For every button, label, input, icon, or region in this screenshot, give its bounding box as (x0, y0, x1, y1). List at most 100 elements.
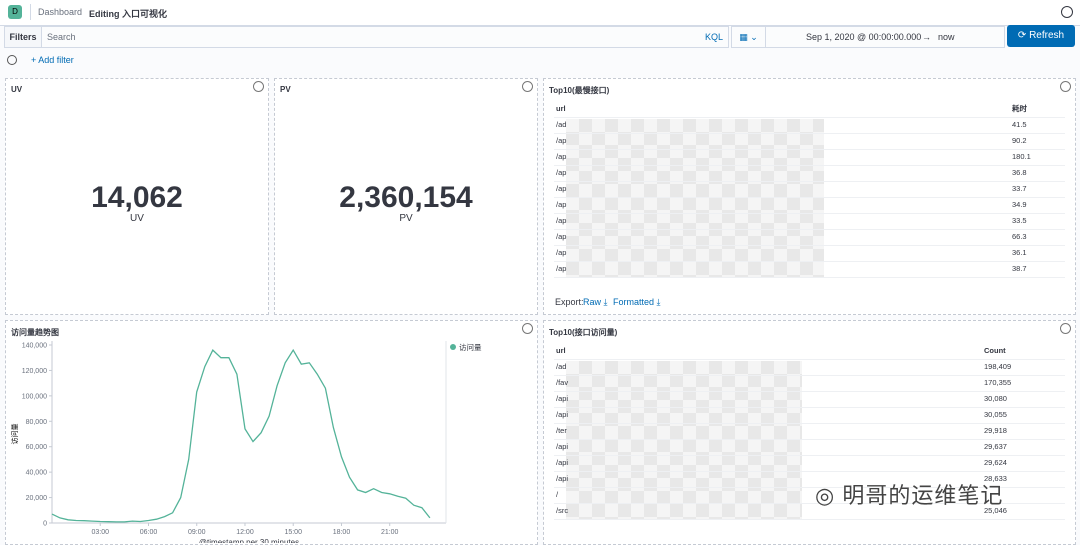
filters-label: Filters (5, 27, 42, 47)
panel-title: 访问量趋势图 (11, 328, 59, 337)
table-row: /ap 33.5 (554, 213, 1065, 230)
x-tick-label: 12:00 (236, 529, 254, 536)
raw-label: Raw (583, 297, 602, 307)
table-row: /api 28,633 (554, 471, 1065, 488)
url-cell: /ap (556, 152, 567, 161)
panel-title: Top10(最慢接口) (549, 86, 610, 95)
value-cell: 33.7 (1012, 184, 1027, 193)
x-tick-label: 21:00 (381, 529, 399, 536)
space-logo[interactable]: D (8, 5, 22, 19)
y-tick-label: 120,000 (22, 368, 47, 375)
export-label: Export: (555, 297, 584, 307)
legend-label: 访问量 (459, 342, 482, 352)
table-row: /ap 33.7 (554, 181, 1065, 198)
url-cell: /ap (556, 232, 567, 241)
url-cell: /ad (556, 362, 567, 371)
header: D Dashboard Editing 入口可视化 (0, 0, 1080, 26)
y-tick-label: 0 (43, 521, 47, 528)
breadcrumb-title: Editing 入口可视化 (89, 9, 167, 19)
panel-menu[interactable] (522, 323, 533, 334)
url-cell: /ap (556, 168, 567, 177)
table-row: /src 25,046 (554, 503, 1065, 520)
value-cell: 25,046 (984, 506, 1007, 515)
value-cell: 30,080 (984, 394, 1007, 403)
filter-settings[interactable] (7, 55, 17, 65)
query-bar[interactable]: Filters Search KQL (4, 26, 729, 48)
panel-menu[interactable] (1060, 323, 1071, 334)
count-table-panel: Top10(接口访问量) url Count/ad 198,409/fav 170,3… (543, 320, 1076, 545)
column-header[interactable]: 耗时 (1012, 104, 1027, 113)
value-cell: 170,355 (984, 378, 1012, 387)
watermark-text: 明哥的运维笔记 (842, 483, 1004, 508)
export-formatted[interactable]: Formatted ⤓ (613, 297, 661, 307)
url-cell: /api (556, 474, 569, 483)
value-cell: 34.9 (1012, 200, 1027, 209)
date-end[interactable]: now (938, 32, 955, 42)
y-tick-label: 20,000 (26, 495, 48, 502)
kql-toggle[interactable]: KQL (705, 32, 724, 42)
y-tick-label: 80,000 (26, 419, 48, 426)
help-icon[interactable] (1061, 6, 1073, 18)
x-tick-label: 03:00 (91, 529, 109, 536)
panel-menu[interactable] (1060, 81, 1071, 92)
url-cell: /ap (556, 264, 567, 273)
column-header[interactable]: Count (984, 346, 1006, 355)
url-cell: /ter (556, 426, 567, 435)
table-row: /fav 170,355 (554, 375, 1065, 392)
table-row: /ap 66.3 (554, 229, 1065, 246)
pv-panel: PV 2,360,154 PV (274, 78, 538, 315)
export-raw[interactable]: Raw ⤓ (583, 297, 608, 307)
column-header[interactable]: url (556, 346, 566, 355)
panel-menu[interactable] (522, 81, 533, 92)
url-cell: /api (556, 410, 569, 419)
legend-swatch (450, 344, 456, 350)
table-row: /ter 29,918 (554, 423, 1065, 440)
divider (30, 4, 31, 20)
date-start[interactable]: Sep 1, 2020 @ 00:00:00.000 (806, 32, 922, 42)
url-cell: /api (556, 458, 569, 467)
metric-value: 2,360,154 (339, 181, 473, 214)
date-picker[interactable]: ▦ ⌄ Sep 1, 2020 @ 00:00:00.000 → now (731, 26, 1005, 48)
formatted-label: Formatted (613, 297, 655, 307)
value-cell: 29,637 (984, 442, 1007, 451)
uv-panel: UV 14,062 UV (5, 78, 269, 315)
value-cell: 66.3 (1012, 232, 1027, 241)
y-tick-label: 100,000 (22, 393, 47, 400)
y-tick-label: 140,000 (22, 343, 47, 350)
metric-label: UV (130, 213, 144, 224)
value-cell: 29,624 (984, 458, 1007, 467)
table-row: / (554, 487, 1065, 504)
redacted (566, 361, 802, 519)
table-row: /ap 90.2 (554, 133, 1065, 150)
table-row: /api 29,624 (554, 455, 1065, 472)
refresh-button[interactable]: ⟳ Refresh (1007, 25, 1075, 47)
table-row: /ad 41.5 (554, 117, 1065, 134)
url-cell: /src (556, 506, 569, 515)
value-cell: 30,055 (984, 410, 1007, 419)
x-tick-label: 15:00 (284, 529, 302, 536)
url-cell: /api (556, 394, 569, 403)
table-row: /ap 34.9 (554, 197, 1065, 214)
y-axis-label: 访问量 (10, 424, 19, 445)
table-row: /api 30,055 (554, 407, 1065, 424)
slow-table-panel: Top10(最慢接口) Export: Raw ⤓ Formatted ⤓ ur… (543, 78, 1076, 315)
url-cell: /api (556, 442, 569, 451)
table-row: /api 29,637 (554, 439, 1065, 456)
add-filter[interactable]: + Add filter (31, 55, 74, 65)
url-cell: /ap (556, 216, 567, 225)
search-input[interactable]: Search (47, 32, 76, 42)
refresh-label: Refresh (1029, 30, 1065, 41)
panel-menu[interactable] (253, 81, 264, 92)
value-cell: 90.2 (1012, 136, 1027, 145)
x-tick-label: 18:00 (333, 529, 351, 536)
metric-value: 14,062 (91, 181, 183, 214)
column-header[interactable]: url (556, 104, 566, 113)
breadcrumb[interactable]: Dashboard (38, 7, 83, 17)
metric-label: PV (399, 213, 413, 224)
x-axis-label: @timestamp per 30 minutes (199, 538, 299, 543)
calendar-button[interactable]: ▦ ⌄ (732, 27, 766, 47)
value-cell: 28,633 (984, 474, 1007, 483)
value-cell: 198,409 (984, 362, 1012, 371)
watermark: ◎ 明哥的运维笔记 (815, 483, 1004, 508)
